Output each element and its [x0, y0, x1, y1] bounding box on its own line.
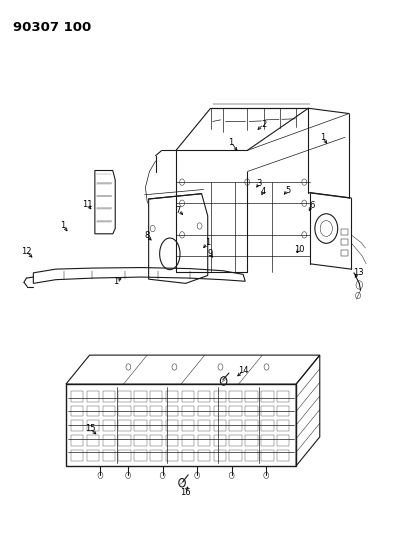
Bar	[166, 421, 178, 431]
Bar	[230, 406, 242, 416]
Text: 1: 1	[228, 138, 234, 147]
Bar	[214, 435, 226, 446]
Bar	[245, 450, 258, 461]
Bar	[245, 435, 258, 446]
Text: 1: 1	[60, 221, 66, 230]
Text: 90307 100: 90307 100	[13, 21, 91, 34]
Bar	[166, 406, 178, 416]
Text: 16: 16	[180, 488, 191, 497]
Bar	[119, 450, 131, 461]
Bar	[119, 391, 131, 401]
Bar	[341, 249, 348, 256]
Bar	[261, 450, 273, 461]
Bar	[261, 421, 273, 431]
Bar	[150, 421, 162, 431]
Bar	[198, 421, 210, 431]
Bar	[277, 450, 290, 461]
Bar	[230, 450, 242, 461]
Bar	[102, 391, 115, 401]
Text: 12: 12	[21, 247, 32, 256]
Bar	[134, 391, 147, 401]
Bar	[214, 406, 226, 416]
Bar	[102, 435, 115, 446]
Text: 9: 9	[207, 249, 212, 258]
Text: 4: 4	[261, 187, 266, 196]
Bar	[71, 406, 83, 416]
Bar	[150, 391, 162, 401]
Bar	[245, 406, 258, 416]
Bar	[71, 435, 83, 446]
Bar	[87, 421, 99, 431]
Bar	[214, 391, 226, 401]
Bar	[150, 435, 162, 446]
Text: 7: 7	[175, 206, 180, 215]
Bar	[134, 450, 147, 461]
Text: 1: 1	[205, 238, 210, 247]
Text: 8: 8	[145, 231, 150, 240]
Bar	[261, 391, 273, 401]
Text: 10: 10	[294, 245, 304, 254]
Bar	[166, 391, 178, 401]
Bar	[198, 391, 210, 401]
Bar	[182, 450, 194, 461]
Bar	[277, 435, 290, 446]
Bar	[102, 406, 115, 416]
Text: 2: 2	[261, 119, 266, 128]
Bar	[245, 421, 258, 431]
Bar	[182, 421, 194, 431]
Bar	[261, 406, 273, 416]
Bar	[198, 435, 210, 446]
Bar	[341, 229, 348, 235]
Bar	[230, 391, 242, 401]
Bar	[71, 391, 83, 401]
Bar	[166, 435, 178, 446]
Bar	[71, 450, 83, 461]
Bar	[198, 450, 210, 461]
Bar	[119, 421, 131, 431]
Bar	[166, 450, 178, 461]
Bar	[134, 421, 147, 431]
Bar	[214, 450, 226, 461]
Text: 1: 1	[114, 277, 119, 286]
Bar	[71, 421, 83, 431]
Bar	[182, 435, 194, 446]
Bar	[87, 435, 99, 446]
Bar	[119, 435, 131, 446]
Bar	[134, 406, 147, 416]
Bar	[102, 421, 115, 431]
Bar	[119, 406, 131, 416]
Bar	[182, 406, 194, 416]
Text: 5: 5	[285, 185, 291, 195]
Bar	[214, 421, 226, 431]
Text: 3: 3	[257, 179, 262, 188]
Text: 14: 14	[238, 366, 249, 375]
Text: 11: 11	[82, 200, 93, 209]
Bar	[245, 391, 258, 401]
Bar	[87, 406, 99, 416]
Bar	[87, 450, 99, 461]
Bar	[87, 391, 99, 401]
Bar	[198, 406, 210, 416]
Bar	[230, 435, 242, 446]
Bar	[261, 435, 273, 446]
Bar	[150, 406, 162, 416]
Bar	[102, 450, 115, 461]
Text: 15: 15	[85, 424, 96, 433]
Text: 1: 1	[320, 133, 325, 142]
Bar	[134, 435, 147, 446]
Text: 13: 13	[353, 268, 363, 277]
Bar	[341, 239, 348, 245]
Text: 6: 6	[309, 201, 314, 211]
Bar	[230, 421, 242, 431]
Bar	[150, 450, 162, 461]
Bar	[277, 406, 290, 416]
Bar	[182, 391, 194, 401]
Bar	[277, 421, 290, 431]
Bar	[277, 391, 290, 401]
